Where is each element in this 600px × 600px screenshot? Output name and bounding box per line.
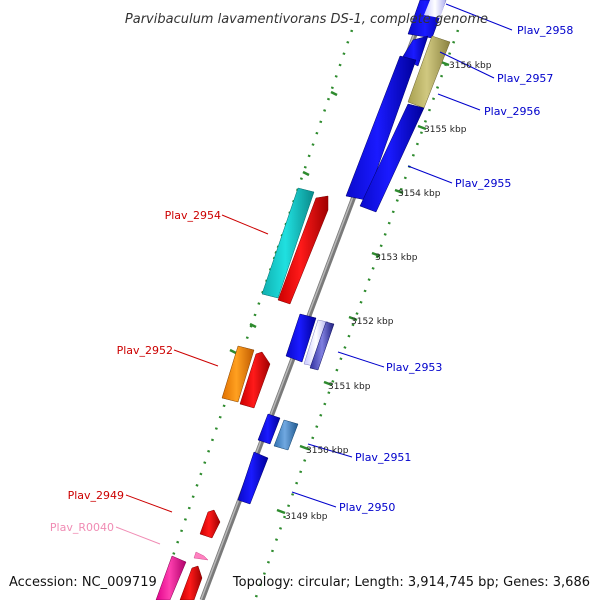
topology-text: Topology: circular; Length: 3,914,745 bp… [232,575,590,590]
gene-label-plav-2954[interactable]: Plav_2954 [165,209,221,222]
gene-label-plav-2952[interactable]: Plav_2952 [117,344,173,357]
gene-arrow-plav-2950[interactable] [237,451,269,505]
gene-arrow-red-bottom[interactable] [179,565,203,600]
gene-arrow-plav-2951a[interactable] [257,413,281,445]
tick-rail-left [156,29,354,600]
tick-rails [156,29,460,600]
gene-features [155,0,451,600]
gene-arrow-pink-bottom[interactable] [155,555,187,600]
tick-rail-right [253,29,460,600]
kbp-label: 3150 kbp [306,446,349,456]
gene-label-plav-2956[interactable]: Plav_2956 [484,105,540,118]
gene-arrow-plav-2958-light[interactable] [424,0,446,18]
kbp-label: 3154 kbp [398,189,441,199]
gene-arrow-plav-r0040[interactable] [193,551,209,561]
genome-title: Parvibaculum lavamentivorans DS-1, compl… [125,12,488,27]
gene-arrow-plav-2952-orange[interactable] [221,345,255,403]
kbp-label: 3153 kbp [375,253,418,263]
gene-arrow-plav-2953[interactable] [309,321,335,371]
gene-label-plav-r0040[interactable]: Plav_R0040 [50,521,114,534]
gene-label-plav-2955[interactable]: Plav_2955 [455,177,511,190]
leader-lines [115,3,513,545]
kbp-labels: 3156 kbp 3155 kbp 3154 kbp 3153 kbp 3152… [285,61,492,522]
gene-arrow-plav-2952[interactable] [239,351,271,409]
kbp-label: 3149 kbp [285,512,328,522]
kbp-label: 3155 kbp [424,125,467,135]
kbp-label: 3156 kbp [449,61,492,71]
accession-text: Accession: NC_009719 [9,575,157,590]
gene-labels: Plav_2958 Plav_2957 Plav_2956 Plav_2955 … [50,24,574,534]
gene-arrow-plav-2954[interactable] [277,195,329,305]
gene-label-plav-2953[interactable]: Plav_2953 [386,361,442,374]
gene-label-plav-2949[interactable]: Plav_2949 [68,489,124,502]
gene-label-plav-2958[interactable]: Plav_2958 [517,24,573,37]
gene-arrow-plav-2951[interactable] [273,419,299,451]
gene-arrow-plav-2953a[interactable] [285,313,317,363]
kbp-label: 3152 kbp [351,317,394,327]
gene-arrow-plav-2955b[interactable] [359,103,425,213]
kbp-label: 3151 kbp [328,382,371,392]
gene-label-plav-2957[interactable]: Plav_2957 [497,72,553,85]
gene-label-plav-2950[interactable]: Plav_2950 [339,501,395,514]
gene-label-plav-2951[interactable]: Plav_2951 [355,451,411,464]
gene-arrow-plav-2954-cyan[interactable] [261,187,315,299]
gene-arrow-plav-2949[interactable] [199,509,221,539]
